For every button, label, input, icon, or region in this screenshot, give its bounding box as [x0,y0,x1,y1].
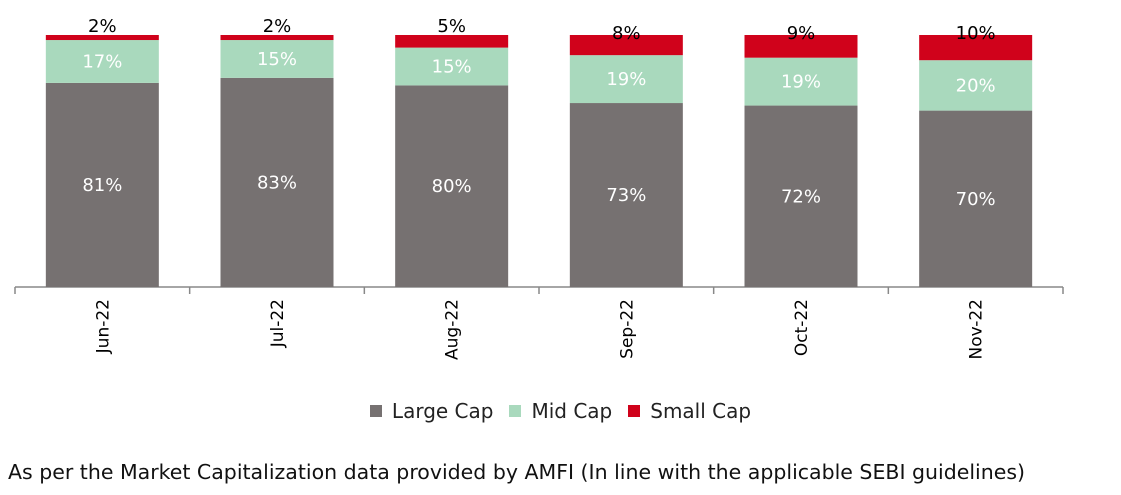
data-label: 17% [82,51,122,72]
legend-item: Large Cap [369,399,494,423]
bar-large-cap [919,110,1033,287]
data-label: 19% [781,72,821,93]
data-label: 9% [787,23,816,44]
bar-small-cap [569,35,683,56]
data-label: 70% [956,189,996,210]
data-label: 15% [432,57,472,78]
bar-mid-cap [220,40,334,78]
footnote: As per the Market Capitalization data pr… [8,460,1026,484]
data-label: 2% [88,16,117,37]
x-tick-label: Sep-22 [617,299,637,359]
bar-large-cap [220,77,334,287]
stacked-bar-chart: 81% 17% 2% Jun-22 83% 15% 2% Jul-22 80% 15% 5% Aug-… [14,16,1064,360]
data-label: 80% [432,176,472,197]
legend-item: Small Cap [628,399,751,423]
data-label: 83% [257,172,297,193]
data-label: 19% [606,69,646,90]
bar-large-cap [395,85,509,288]
x-tick-label: Oct-22 [792,299,812,356]
data-label: 81% [82,175,122,196]
bar-mid-cap [569,55,683,104]
data-label: 2% [263,16,292,37]
data-label: 72% [781,186,821,207]
bar-small-cap [744,35,858,58]
bar-mid-cap [919,60,1033,111]
legend-swatch [628,405,641,417]
data-label: 8% [612,23,641,44]
bar-large-cap [45,82,159,287]
data-label: 73% [606,185,646,206]
bar-mid-cap [395,47,509,86]
bar-mid-cap [45,40,159,83]
bar-mid-cap [744,57,858,106]
data-label: 5% [437,16,466,37]
bar-large-cap [744,105,858,287]
data-label: 15% [257,49,297,70]
legend-swatch [509,405,522,417]
x-tick-label: Jul-22 [268,299,288,348]
x-tick-label: Aug-22 [443,299,463,360]
legend-item: Mid Cap [509,399,612,423]
bar-small-cap [395,35,509,48]
chart-legend: Large Cap Mid Cap Small Cap [0,398,1121,423]
bar-large-cap [569,103,683,287]
data-label: 20% [956,75,996,96]
bar-small-cap [919,35,1033,61]
legend-label: Large Cap [391,399,494,423]
data-label: 10% [956,23,996,44]
x-tick-label: Jun-22 [93,299,113,354]
legend-swatch [369,405,382,417]
legend-label: Small Cap [650,399,752,423]
legend-label: Mid Cap [531,399,613,423]
x-tick-label: Nov-22 [967,299,987,360]
bar-small-cap [45,35,159,41]
bar-small-cap [220,35,334,41]
